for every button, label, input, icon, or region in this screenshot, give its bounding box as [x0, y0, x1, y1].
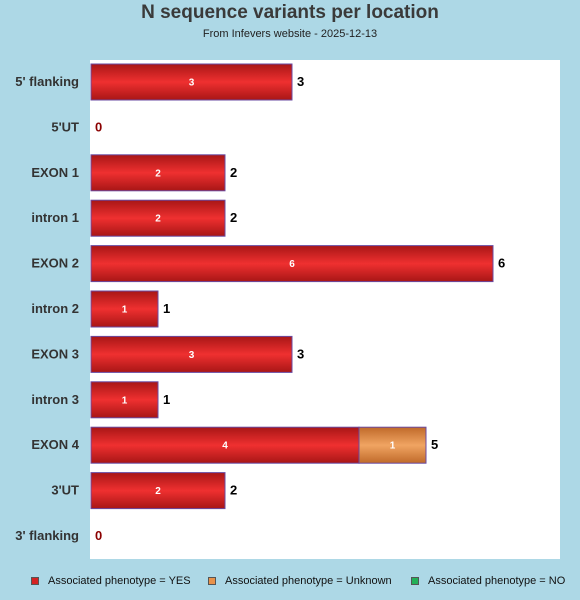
bar-value-label: 1 — [122, 395, 128, 406]
category-label-5-ut: 5'UT — [51, 119, 79, 134]
bar-intron-1-yes — [90, 199, 226, 237]
legend-swatch-no — [411, 577, 419, 585]
bar-intron-3-yes — [90, 381, 159, 419]
total-label-3-ut: 2 — [230, 483, 237, 498]
category-label-5-flanking: 5' flanking — [15, 74, 79, 89]
bar-value-label: 6 — [289, 259, 295, 270]
total-label-exon-2: 6 — [498, 256, 505, 271]
total-label-3-flanking: 0 — [95, 528, 102, 543]
bar-3-ut-yes — [90, 472, 226, 510]
bar-value-label: 2 — [155, 486, 161, 497]
legend: Associated phenotype = YES Associated ph… — [0, 575, 580, 589]
total-label-5-flanking: 3 — [297, 74, 304, 89]
bar-value-label: 2 — [155, 214, 161, 225]
legend-item-yes: Associated phenotype = YES — [31, 575, 191, 587]
bar-exon-4-unknown — [358, 426, 427, 464]
bar-value-label: 4 — [222, 441, 228, 452]
category-label-exon-4: EXON 4 — [31, 437, 79, 452]
bar-value-label: 3 — [189, 350, 195, 361]
total-label-intron-3: 1 — [163, 392, 170, 407]
legend-label-yes: Associated phenotype = YES — [48, 575, 191, 587]
bar-value-label: 2 — [155, 168, 161, 179]
category-label-exon-3: EXON 3 — [31, 346, 79, 361]
total-label-intron-2: 1 — [163, 301, 170, 316]
category-label-3-ut: 3'UT — [51, 483, 79, 498]
category-label-exon-1: EXON 1 — [31, 165, 79, 180]
bar-value-label: 3 — [189, 78, 195, 89]
category-label-intron-2: intron 2 — [31, 301, 79, 316]
bar-5-flanking-yes — [90, 63, 293, 101]
chart-subtitle: From Infevers website - 2025-12-13 — [202, 28, 378, 40]
category-label-3-flanking: 3' flanking — [15, 528, 79, 543]
total-label-intron-1: 2 — [230, 210, 237, 225]
category-label-intron-1: intron 1 — [31, 210, 79, 225]
legend-swatch-yes — [31, 577, 39, 585]
bar-value-label: 1 — [390, 441, 396, 452]
bar-intron-2-yes — [90, 290, 159, 328]
bar-exon-3-yes — [90, 335, 293, 373]
category-label-exon-2: EXON 2 — [31, 256, 79, 271]
total-label-5-ut: 0 — [95, 119, 102, 134]
legend-label-no: Associated phenotype = NO — [428, 575, 566, 587]
total-label-exon-4: 5 — [431, 437, 438, 452]
legend-item-unknown: Associated phenotype = Unknown — [208, 575, 392, 587]
bar-exon-4-yes — [90, 426, 360, 464]
chart-title: N sequence variants per location — [141, 2, 439, 23]
category-label-intron-3: intron 3 — [31, 392, 79, 407]
legend-item-no: Associated phenotype = NO — [411, 575, 565, 587]
bar-exon-1-yes — [90, 154, 226, 192]
total-label-exon-3: 3 — [297, 346, 304, 361]
legend-label-unknown: Associated phenotype = Unknown — [225, 575, 392, 587]
bar-value-label: 1 — [122, 305, 128, 316]
legend-swatch-unknown — [208, 577, 216, 585]
bar-exon-2-yes — [90, 245, 494, 283]
total-label-exon-1: 2 — [230, 165, 237, 180]
